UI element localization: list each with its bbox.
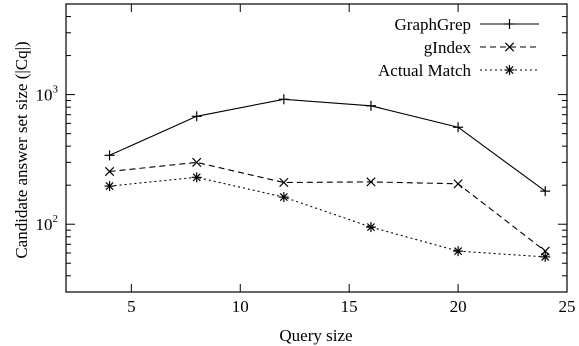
data-point-actual-match (104, 181, 115, 192)
y-axis-label: Candidate answer set size (|Cq|) (12, 41, 31, 258)
legend-label-gindex: gIndex (424, 38, 472, 57)
data-point-graphgrep (365, 100, 376, 111)
x-tick-label: 10 (232, 297, 249, 316)
data-point-actual-match (453, 246, 464, 257)
legend-label-actual-match: Actual Match (378, 61, 471, 80)
legend-marker-graphgrep (504, 19, 515, 29)
x-tick-label: 20 (450, 297, 467, 316)
data-point-gindex (104, 166, 115, 177)
data-point-actual-match (278, 192, 289, 203)
legend-marker-gindex (504, 42, 515, 52)
y-tick-label: 103 (36, 84, 59, 105)
axis-ticks: 5 10 15 20 25 102 103 (36, 3, 576, 316)
data-point-actual-match (365, 222, 376, 233)
series-layer (104, 94, 551, 262)
data-point-graphgrep (104, 150, 115, 161)
data-point-graphgrep (278, 94, 289, 105)
x-tick-label: 15 (341, 297, 358, 316)
x-tick-label: 25 (559, 297, 576, 316)
y-tick-label: 102 (36, 213, 59, 234)
data-point-graphgrep (453, 122, 464, 133)
series-line-actual-match (109, 176, 546, 258)
legend-label-graphgrep: GraphGrep (395, 15, 471, 34)
data-point-graphgrep (191, 111, 202, 122)
data-point-actual-match (191, 172, 202, 183)
legend-marker-actual-match (504, 65, 515, 75)
data-point-gindex (192, 157, 202, 168)
data-point-actual-match (540, 251, 551, 262)
data-point-gindex (366, 177, 376, 187)
x-axis-label: Query size (279, 326, 352, 345)
plot-frame (65, 3, 568, 293)
series-line-gindex (109, 161, 546, 252)
series-line-graphgrep (109, 98, 546, 192)
x-tick-label: 5 (127, 297, 136, 316)
legend: GraphGrep gIndex Actual Match (378, 15, 539, 80)
data-point-gindex (453, 179, 463, 189)
data-point-gindex (279, 177, 289, 188)
data-point-graphgrep (540, 186, 551, 197)
